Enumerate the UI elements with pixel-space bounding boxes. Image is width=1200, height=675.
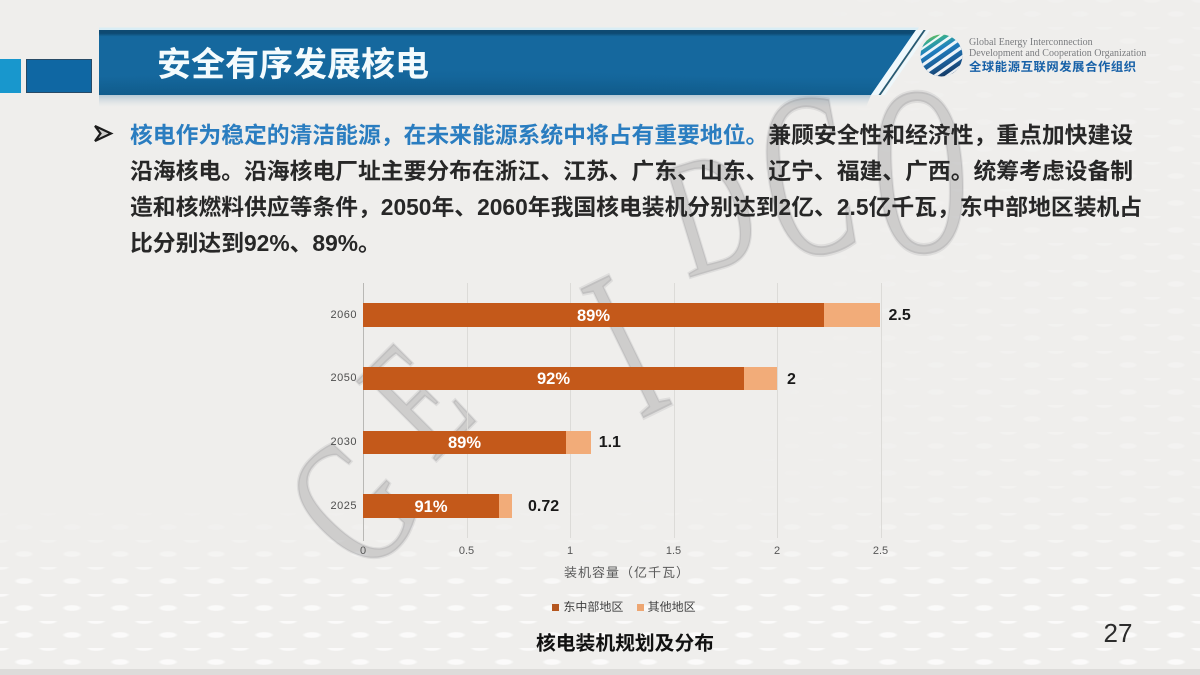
svg-text:I: I xyxy=(554,228,697,464)
svg-text:O: O xyxy=(864,34,977,309)
